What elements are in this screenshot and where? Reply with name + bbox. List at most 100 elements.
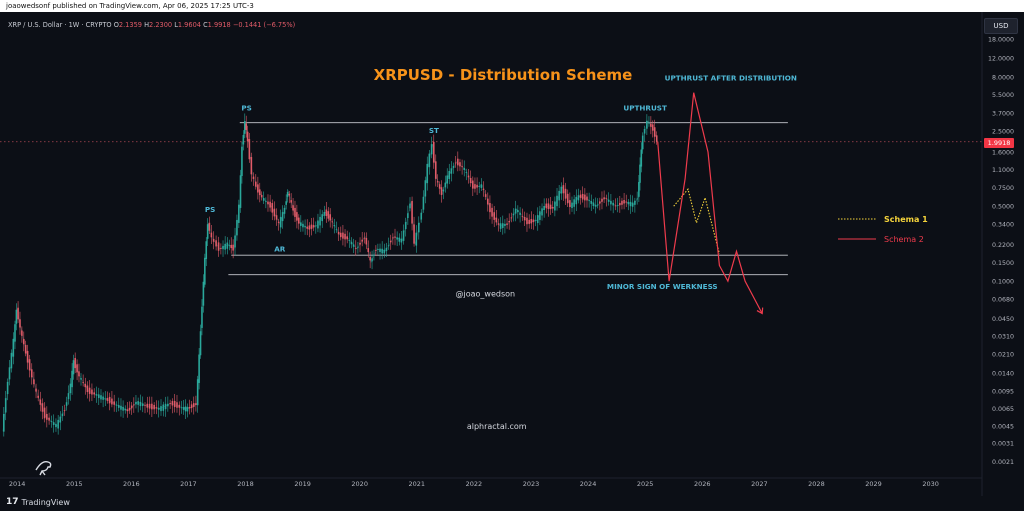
y-tick-label: 0.1000	[992, 279, 1014, 286]
y-tick-label: 0.0095	[992, 388, 1014, 395]
candle-body	[204, 257, 206, 285]
candle-body	[157, 407, 160, 410]
candle-body	[41, 403, 44, 412]
x-tick-label: 2028	[808, 480, 825, 488]
publisher-bar: joaowedsonf published on TradingView.com…	[0, 0, 1024, 12]
candle-body	[130, 405, 133, 409]
x-tick-label: 2025	[637, 480, 654, 488]
schema-1-projection	[673, 188, 720, 254]
candle-body	[610, 200, 612, 205]
x-tick-label: 2022	[466, 480, 483, 488]
candle-body	[469, 178, 472, 184]
candle-body	[354, 247, 357, 249]
candle-body	[575, 196, 578, 205]
tradingview-logo[interactable]: ⁠17 TradingView	[6, 496, 70, 508]
candle-body	[569, 200, 571, 208]
candle-body	[493, 212, 496, 220]
candle-body	[206, 224, 209, 239]
candle-body	[117, 404, 120, 408]
candle-body	[639, 164, 641, 183]
candle-body	[39, 399, 42, 405]
candle-body	[337, 231, 340, 235]
candle-body	[91, 389, 93, 395]
candle-body	[196, 379, 199, 406]
candle-body	[634, 200, 636, 205]
last-price-tag: 1.9918	[984, 138, 1014, 148]
candle-body	[588, 200, 590, 202]
candle-body	[146, 403, 149, 408]
candle-body	[171, 401, 174, 406]
candle-body	[389, 240, 392, 243]
candle-body	[344, 233, 346, 240]
candle-body	[285, 201, 287, 205]
chart-annotation-label: alphractal.com	[467, 422, 527, 431]
candle-body	[463, 167, 466, 171]
candle-body	[392, 237, 394, 239]
candle-body	[541, 208, 543, 216]
candle-body	[245, 123, 248, 130]
candle-body	[543, 206, 545, 211]
candle-body	[594, 204, 597, 207]
candle-body	[461, 166, 463, 168]
y-tick-label: 0.3400	[992, 222, 1014, 229]
candle-body	[489, 202, 491, 213]
price-chart[interactable]: XRP / U.S. Dollar · 1W · CRYPTO O2.1359 …	[0, 12, 1024, 496]
candle-body	[327, 211, 330, 219]
candle-body	[288, 193, 291, 196]
candle-body	[300, 222, 302, 226]
tradingview-logo-text: TradingView	[21, 497, 70, 507]
candle-body	[82, 382, 84, 384]
candle-body	[4, 398, 7, 413]
x-tick-label: 2017	[180, 480, 197, 488]
candle-body	[523, 216, 526, 221]
candle-body	[579, 194, 582, 198]
candle-body	[106, 397, 109, 401]
candle-body	[359, 242, 361, 245]
candle-body	[271, 203, 274, 213]
candle-body	[28, 359, 31, 371]
x-tick-label: 2024	[580, 480, 597, 488]
candle-body	[402, 230, 405, 241]
candle-body	[198, 354, 200, 383]
candle-body	[180, 407, 183, 409]
candle-body	[246, 131, 249, 142]
candle-body	[333, 225, 336, 227]
candle-body	[3, 414, 5, 432]
candle-body	[564, 188, 567, 199]
candle-body	[430, 144, 433, 155]
candle-body	[153, 404, 155, 410]
candle-body	[310, 224, 313, 229]
candle-body	[8, 367, 11, 380]
y-tick-label: 0.0680	[992, 297, 1014, 304]
candle-body	[46, 413, 48, 420]
chart-annotation-label: UPTHRUST	[623, 103, 667, 112]
candle-body	[224, 243, 226, 250]
candle-body	[369, 256, 371, 261]
candle-body	[452, 165, 455, 168]
candle-body	[398, 237, 401, 242]
candle-body	[643, 129, 646, 134]
candle-body	[43, 407, 46, 419]
candle-body	[269, 201, 271, 208]
candle-body	[424, 180, 427, 197]
candle-body	[400, 238, 403, 243]
candle-body	[113, 401, 115, 405]
candle-body	[506, 223, 508, 225]
candle-body	[238, 204, 240, 223]
candle-body	[254, 181, 257, 187]
y-tick-label: 0.0021	[992, 459, 1014, 466]
currency-selector[interactable]: USD	[984, 18, 1018, 34]
candles-group	[3, 113, 658, 437]
chart-annotation-label: ST	[429, 126, 439, 135]
y-tick-label: 0.0045	[992, 423, 1014, 430]
candle-body	[457, 158, 459, 166]
candle-body	[241, 146, 243, 176]
candle-body	[26, 350, 29, 363]
candle-body	[440, 187, 443, 195]
x-tick-label: 2018	[237, 480, 254, 488]
candle-body	[277, 221, 280, 223]
candle-body	[133, 404, 135, 406]
candle-body	[476, 184, 478, 188]
candle-body	[434, 161, 437, 179]
candle-body	[499, 223, 502, 229]
